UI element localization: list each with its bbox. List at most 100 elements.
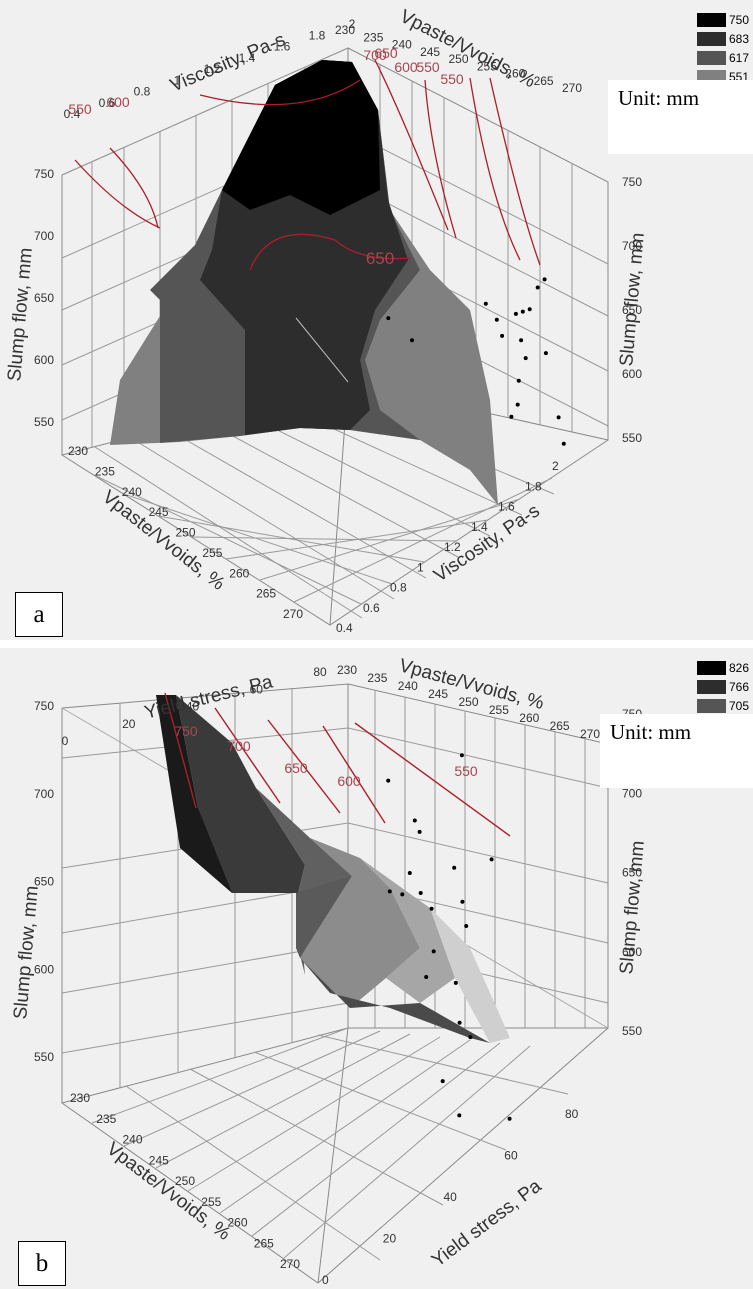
z-tick-labels-left-b: 550 600 650 700 750 xyxy=(34,699,54,1064)
surface-band-750-a xyxy=(222,60,380,215)
y-top-a-tick: 255 xyxy=(477,59,497,73)
y-top-b-tick: 240 xyxy=(398,679,418,693)
legend-entry-a: 683 xyxy=(697,29,753,48)
chart-panel-a: 550 600 700 650 600 550 550 650 0.4 0.6 0.8 1 1.2 1.… xyxy=(0,0,753,640)
contour-label-b: 550 xyxy=(454,763,478,779)
y-left-a-tick: 260 xyxy=(229,566,249,580)
data-point-b xyxy=(386,778,391,783)
y-top-b-tick: 270 xyxy=(580,727,600,741)
x-axis-label-top-b: Yield stress, Pa xyxy=(142,671,275,723)
y-left-b-tick: 245 xyxy=(149,1153,169,1167)
surface-band-645b-b xyxy=(360,858,455,1003)
unit-note-b: Unit: mm xyxy=(600,714,753,788)
y-axis-label-left-a: Vpaste/Vvoids, % xyxy=(98,487,228,595)
z-left-a-tick: 600 xyxy=(34,353,54,367)
y-left-b-tick: 235 xyxy=(96,1112,116,1126)
legend-entry-b: 826 xyxy=(697,658,753,677)
y-tick-labels-left-a: 230 235 240 245 250 255 260 265 270 xyxy=(68,444,303,621)
x-bottom-a-tick: 1.2 xyxy=(444,540,461,554)
contour-label-a: 550 xyxy=(416,59,440,75)
data-point-b xyxy=(424,975,429,979)
y-axis-label-top-a: Vpaste/Vvoids, % xyxy=(396,6,538,92)
x-top-a-tick: 0.6 xyxy=(99,96,116,110)
data-point-a xyxy=(542,277,547,282)
data-point-b xyxy=(457,1113,462,1118)
y-left-b-tick: 255 xyxy=(201,1195,221,1209)
data-point-b xyxy=(507,1116,512,1121)
x-bottom-b-tick: 80 xyxy=(565,1107,579,1121)
legend-swatch-a xyxy=(697,12,726,27)
x-top-a-tick: 2 xyxy=(349,17,356,31)
x-bottom-a-tick: 1.4 xyxy=(471,520,488,534)
y-left-a-tick: 245 xyxy=(149,505,169,519)
surface-band-645-b xyxy=(300,838,420,1008)
y-top-b-tick: 245 xyxy=(428,687,448,701)
x-tick-labels-top-b: 0 20 40 60 80 xyxy=(62,665,327,748)
y-left-a-tick: 255 xyxy=(202,546,222,560)
legend-swatch-a xyxy=(697,31,726,46)
y-left-a-tick: 235 xyxy=(95,464,115,478)
data-point-b xyxy=(400,892,405,897)
z-axis-label-left-a: Slump flow, mm xyxy=(4,247,37,382)
y-left-a-tick: 270 xyxy=(283,607,303,621)
data-point-b xyxy=(431,949,436,954)
chart-panel-b: 750 700 650 600 550 0 20 40 60 80 0 20 40 60 80 230 2… xyxy=(0,648,753,1289)
x-top-a-tick: 0.4 xyxy=(64,107,81,121)
x-bottom-a-tick: 0.6 xyxy=(363,601,380,615)
legend-label-b: 826 xyxy=(729,660,750,675)
data-point-a xyxy=(543,351,548,356)
contour-label-b: 600 xyxy=(337,773,361,789)
x-bottom-a-tick: 0.4 xyxy=(336,621,353,635)
z-right-a-tick: 700 xyxy=(622,239,642,253)
contour-label-a: 650 xyxy=(374,45,398,61)
unit-note-text-a: Unit: mm xyxy=(618,86,700,110)
z-left-a-tick: 650 xyxy=(34,291,54,305)
contour-labels-b: 750 700 650 600 550 xyxy=(174,723,478,789)
x-top-b-tick: 60 xyxy=(250,682,264,696)
legend-label-a: 750 xyxy=(729,12,750,27)
data-point-a xyxy=(516,378,521,383)
contour-label-b: 700 xyxy=(227,738,251,754)
contours-b xyxy=(164,692,511,837)
y-top-a-tick: 250 xyxy=(448,52,468,66)
x-bottom-a-tick: 1.8 xyxy=(525,479,542,493)
legend-label-b: 766 xyxy=(729,679,750,694)
x-tick-labels-top-a: 0.4 0.6 0.8 1 1.2 1.4 1.6 1.8 2 xyxy=(64,17,356,121)
data-point-a xyxy=(519,338,524,343)
surface-edges-a xyxy=(295,317,349,383)
y-tick-labels-top-a: 230 235 240 245 250 255 260 265 270 xyxy=(335,23,582,95)
z-tick-labels-right-a: 550 600 650 700 750 xyxy=(622,175,642,445)
data-point-b xyxy=(453,980,458,985)
x-top-a-tick: 1.8 xyxy=(309,28,326,42)
data-point-a xyxy=(386,316,391,321)
data-point-a xyxy=(535,285,540,290)
unit-note-text-b: Unit: mm xyxy=(610,720,692,744)
panel-letter-a: a xyxy=(15,592,63,637)
surface-band-705b-b xyxy=(296,876,352,958)
data-point-b xyxy=(407,871,412,875)
x-bottom-b-tick: 0 xyxy=(322,1273,329,1287)
data-point-a xyxy=(523,356,528,361)
z-left-b-tick: 550 xyxy=(34,1050,54,1064)
y-left-a-tick: 230 xyxy=(68,444,88,458)
contour-label-a: 650 xyxy=(366,249,394,268)
y-top-b-tick: 255 xyxy=(489,703,509,717)
data-point-b xyxy=(459,753,464,758)
y-top-b-tick: 230 xyxy=(337,663,357,677)
y-tick-labels-top-b: 230 235 240 245 250 255 260 265 270 xyxy=(337,663,600,741)
panel-letter-text-b: b xyxy=(35,1249,49,1277)
contour-label-a: 550 xyxy=(68,101,92,117)
x-bottom-a-tick: 1 xyxy=(417,560,424,574)
data-point-b xyxy=(489,857,494,862)
data-point-b xyxy=(440,1079,445,1084)
x-axis-label-top-a: Viscosity, Pa-s xyxy=(167,29,288,96)
x-top-b-tick: 20 xyxy=(122,717,136,731)
data-point-a xyxy=(520,309,525,314)
x-bottom-b-tick: 60 xyxy=(504,1149,518,1163)
surface-underside-b xyxy=(300,958,510,1048)
data-point-a xyxy=(509,414,514,419)
data-point-a xyxy=(513,311,518,316)
